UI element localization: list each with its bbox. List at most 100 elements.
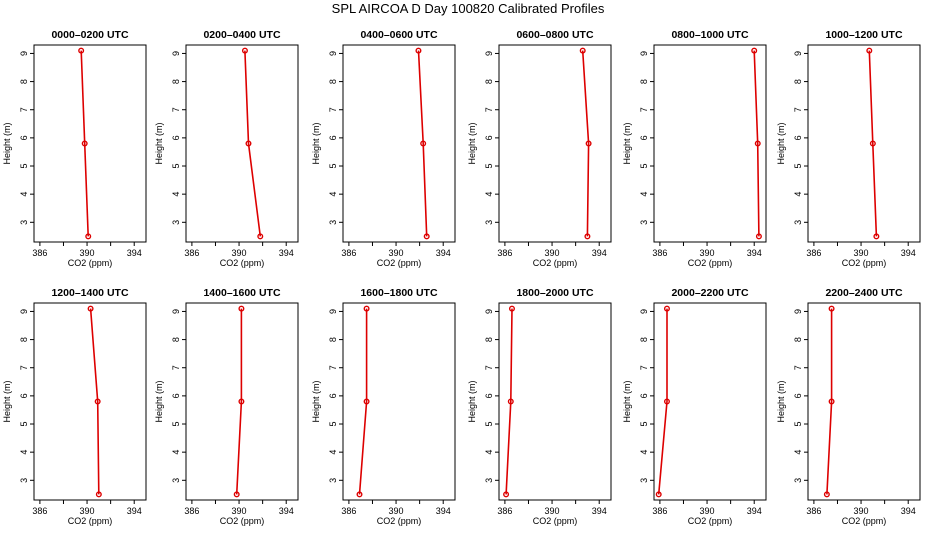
y-tick-label: 3 (171, 478, 181, 483)
profile-line (581, 50, 590, 237)
y-tick-label: 9 (171, 309, 181, 314)
y-tick-label: 3 (639, 220, 649, 225)
profile-line (657, 308, 668, 495)
x-axis-label: CO2 (ppm) (533, 516, 578, 526)
y-tick-label: 4 (793, 450, 803, 455)
x-axis-label: CO2 (ppm) (688, 258, 733, 268)
data-point (363, 398, 370, 405)
y-tick-label: 9 (19, 51, 29, 56)
y-tick-label: 8 (639, 337, 649, 342)
plot-frame (33, 44, 147, 243)
profile-line (505, 308, 513, 495)
data-point (94, 398, 101, 405)
y-axis-label: Height (m) (154, 380, 164, 422)
panel-7: 1400–1600 UTC 386 390 394 3 4 5 6 7 8 9 CO2 (ppm) He… (154, 287, 299, 526)
x-axis-label: CO2 (ppm) (220, 516, 265, 526)
y-tick-label: 6 (484, 135, 494, 140)
y-tick-label: 9 (171, 51, 181, 56)
plot-frame (342, 44, 456, 243)
x-tick-label: 386 (806, 248, 821, 258)
y-tick-label: 6 (484, 393, 494, 398)
y-tick-label: 6 (171, 393, 181, 398)
y-tick-label: 9 (793, 51, 803, 56)
x-tick-label: 394 (127, 506, 142, 516)
y-tick-label: 8 (171, 79, 181, 84)
y-tick-label: 3 (484, 220, 494, 225)
y-tick-label: 7 (639, 107, 649, 112)
x-tick-label: 390 (389, 248, 404, 258)
x-tick-label: 394 (436, 248, 451, 258)
y-axis-label: Height (m) (311, 122, 321, 164)
data-point (655, 491, 662, 498)
y-tick-label: 4 (19, 450, 29, 455)
y-tick-label: 3 (793, 220, 803, 225)
plot-frame (653, 44, 767, 243)
plot-frame (185, 302, 299, 501)
y-tick-label: 8 (793, 79, 803, 84)
profile-line (80, 50, 89, 237)
x-tick-label: 386 (341, 506, 356, 516)
y-tick-label: 3 (328, 220, 338, 225)
panel-1: 0200–0400 UTC 386 390 394 3 4 5 6 7 8 9 CO2 (ppm) He… (154, 29, 299, 268)
y-tick-label: 7 (793, 365, 803, 370)
x-tick-label: 394 (436, 506, 451, 516)
x-tick-label: 386 (497, 248, 512, 258)
y-tick-label: 9 (328, 309, 338, 314)
panel-title: 1200–1400 UTC (51, 287, 128, 299)
y-tick-label: 3 (19, 220, 29, 225)
x-tick-label: 394 (747, 506, 762, 516)
y-tick-label: 3 (328, 478, 338, 483)
plot-frame (33, 302, 147, 501)
x-tick-label: 390 (232, 506, 247, 516)
y-tick-label: 9 (484, 51, 494, 56)
panel-title: 0000–0200 UTC (51, 29, 128, 41)
y-tick-label: 5 (19, 164, 29, 169)
data-point (828, 305, 835, 312)
data-point (663, 398, 670, 405)
x-tick-label: 386 (184, 248, 199, 258)
data-point (508, 305, 515, 312)
y-tick-label: 7 (171, 365, 181, 370)
x-tick-label: 386 (184, 506, 199, 516)
x-tick-label: 390 (545, 506, 560, 516)
x-tick-label: 386 (652, 506, 667, 516)
profile-line (826, 308, 833, 495)
y-tick-label: 8 (639, 79, 649, 84)
panel-title: 0800–1000 UTC (671, 29, 748, 41)
y-axis-label: Height (m) (311, 380, 321, 422)
data-point (257, 233, 264, 240)
y-tick-label: 3 (484, 478, 494, 483)
y-tick-label: 7 (19, 107, 29, 112)
data-point (503, 491, 510, 498)
y-tick-label: 9 (19, 309, 29, 314)
data-point (755, 233, 762, 240)
panel-10: 2000–2200 UTC 386 390 394 3 4 5 6 7 8 9 CO2 (ppm) He… (622, 287, 767, 526)
x-axis-label: CO2 (ppm) (68, 516, 113, 526)
data-point (823, 491, 830, 498)
x-tick-label: 394 (747, 248, 762, 258)
x-tick-label: 386 (32, 248, 47, 258)
y-tick-label: 6 (19, 135, 29, 140)
y-axis-label: Height (m) (154, 122, 164, 164)
panel-4: 0800–1000 UTC 386 390 394 3 4 5 6 7 8 9 CO2 (ppm) He… (622, 29, 767, 268)
panel-title: 0600–0800 UTC (516, 29, 593, 41)
y-tick-label: 7 (484, 107, 494, 112)
plot-frame (807, 44, 921, 243)
panel-0: 0000–0200 UTC 386 390 394 3 4 5 6 7 8 9 CO2 (ppm) He… (2, 29, 147, 268)
y-axis-label: Height (m) (622, 122, 632, 164)
y-tick-label: 5 (328, 422, 338, 427)
panel-title: 2200–2400 UTC (825, 287, 902, 299)
data-point (751, 47, 758, 54)
y-tick-label: 3 (19, 478, 29, 483)
y-tick-label: 4 (171, 192, 181, 197)
data-point (95, 491, 102, 498)
y-tick-label: 4 (639, 192, 649, 197)
x-tick-label: 386 (806, 506, 821, 516)
data-point (238, 305, 245, 312)
y-tick-label: 3 (171, 220, 181, 225)
plot-frame (807, 302, 921, 501)
y-tick-label: 8 (171, 337, 181, 342)
panel-6: 1200–1400 UTC 386 390 394 3 4 5 6 7 8 9 CO2 (ppm) He… (2, 287, 147, 526)
y-tick-label: 5 (793, 422, 803, 427)
profile-line (358, 308, 368, 495)
